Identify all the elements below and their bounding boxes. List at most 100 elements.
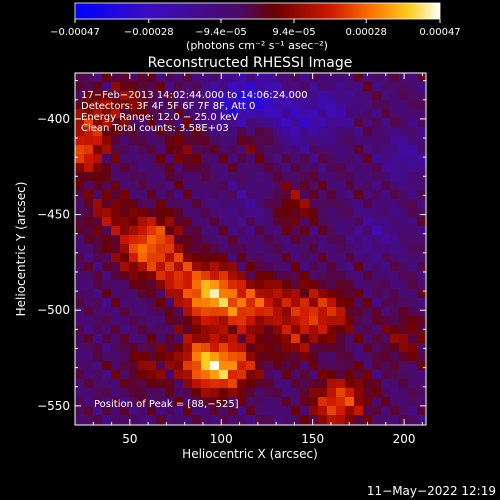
heatmap-cell xyxy=(210,73,220,83)
heatmap-cell xyxy=(255,172,265,182)
heatmap-cell xyxy=(363,235,373,245)
heatmap-cell xyxy=(399,343,409,353)
heatmap-cell xyxy=(165,388,175,398)
heatmap-cell xyxy=(336,361,346,371)
heatmap-cell xyxy=(255,145,265,155)
heatmap-cell xyxy=(147,181,157,191)
heatmap-cell xyxy=(84,370,94,380)
heatmap-cell xyxy=(147,226,157,236)
heatmap-cell xyxy=(219,145,229,155)
heatmap-cell xyxy=(282,172,292,182)
heatmap-cell xyxy=(300,271,310,281)
heatmap-cell xyxy=(174,163,184,173)
heatmap-cell xyxy=(390,172,400,182)
heatmap-cell xyxy=(93,109,103,119)
heatmap-cell xyxy=(219,316,229,326)
heatmap-cell xyxy=(174,316,184,326)
heatmap-cell xyxy=(363,271,373,281)
heatmap-cell xyxy=(363,289,373,299)
heatmap-cell xyxy=(300,397,310,407)
heatmap-cell xyxy=(192,406,202,416)
heatmap-cell xyxy=(273,181,283,191)
heatmap-cell xyxy=(417,136,426,146)
heatmap-cell xyxy=(336,91,346,101)
heatmap-cell xyxy=(102,289,112,299)
heatmap-cell xyxy=(408,361,418,371)
heatmap-cell xyxy=(210,118,220,128)
heatmap-cell xyxy=(84,325,94,335)
heatmap-cell xyxy=(201,208,211,218)
heatmap-cell xyxy=(156,82,166,92)
heatmap-cell xyxy=(381,370,391,380)
heatmap-cell xyxy=(129,262,139,272)
heatmap-cell xyxy=(417,379,426,389)
heatmap-cell xyxy=(219,307,229,317)
heatmap-cell xyxy=(75,352,85,362)
heatmap-cell xyxy=(120,190,130,200)
heatmap-cell xyxy=(102,370,112,380)
heatmap-cell xyxy=(327,379,337,389)
heatmap-cell xyxy=(390,235,400,245)
heatmap-cell xyxy=(327,289,337,299)
heatmap-cell xyxy=(264,208,274,218)
heatmap-cell xyxy=(228,280,238,290)
y-axis: −400−450−500−550 xyxy=(37,80,426,413)
heatmap-cell xyxy=(417,109,426,119)
heatmap-cell xyxy=(228,118,238,128)
heatmap-cell xyxy=(219,406,229,416)
heatmap-cell xyxy=(300,307,310,317)
heatmap-cell xyxy=(93,100,103,110)
heatmap-cell xyxy=(291,388,301,398)
heatmap-cell xyxy=(264,352,274,362)
heatmap-cell xyxy=(399,325,409,335)
heatmap-cell xyxy=(264,235,274,245)
heatmap-cell xyxy=(255,343,265,353)
heatmap-cell xyxy=(255,244,265,254)
heatmap-cell xyxy=(327,226,337,236)
heatmap-cell xyxy=(291,100,301,110)
heatmap-cell xyxy=(291,352,301,362)
heatmap-cell xyxy=(318,109,328,119)
heatmap-cell xyxy=(399,100,409,110)
heatmap-cell xyxy=(318,289,328,299)
heatmap-cell xyxy=(291,127,301,137)
heatmap-cell xyxy=(417,181,426,191)
heatmap-cell xyxy=(309,73,319,83)
heatmap-cell xyxy=(417,262,426,272)
heatmap-cell xyxy=(93,280,103,290)
heatmap-cell xyxy=(390,253,400,263)
heatmap-cell xyxy=(309,127,319,137)
heatmap-cell xyxy=(183,235,193,245)
heatmap xyxy=(75,73,426,425)
heatmap-cell xyxy=(246,118,256,128)
heatmap-cell xyxy=(237,163,247,173)
heatmap-cell xyxy=(219,415,229,425)
heatmap-cell xyxy=(102,127,112,137)
heatmap-cell xyxy=(318,181,328,191)
heatmap-cell xyxy=(372,370,382,380)
heatmap-cell xyxy=(102,271,112,281)
heatmap-cell xyxy=(102,208,112,218)
heatmap-cell xyxy=(165,415,175,425)
heatmap-cell xyxy=(246,298,256,308)
heatmap-cell xyxy=(165,172,175,182)
heatmap-cell xyxy=(237,325,247,335)
heatmap-cell xyxy=(237,100,247,110)
heatmap-cell xyxy=(210,127,220,137)
heatmap-cell xyxy=(282,415,292,425)
heatmap-cell xyxy=(273,370,283,380)
heatmap-cell xyxy=(138,370,148,380)
heatmap-cell xyxy=(291,370,301,380)
heatmap-cell xyxy=(228,145,238,155)
heatmap-cell xyxy=(363,109,373,119)
heatmap-cell xyxy=(228,100,238,110)
heatmap-cell xyxy=(309,118,319,128)
heatmap-cell xyxy=(363,190,373,200)
heatmap-cell xyxy=(417,199,426,209)
heatmap-cell xyxy=(201,370,211,380)
heatmap-cell xyxy=(309,316,319,326)
heatmap-cell xyxy=(102,181,112,191)
heatmap-cell xyxy=(129,82,139,92)
heatmap-cell xyxy=(273,343,283,353)
heatmap-cell xyxy=(120,316,130,326)
